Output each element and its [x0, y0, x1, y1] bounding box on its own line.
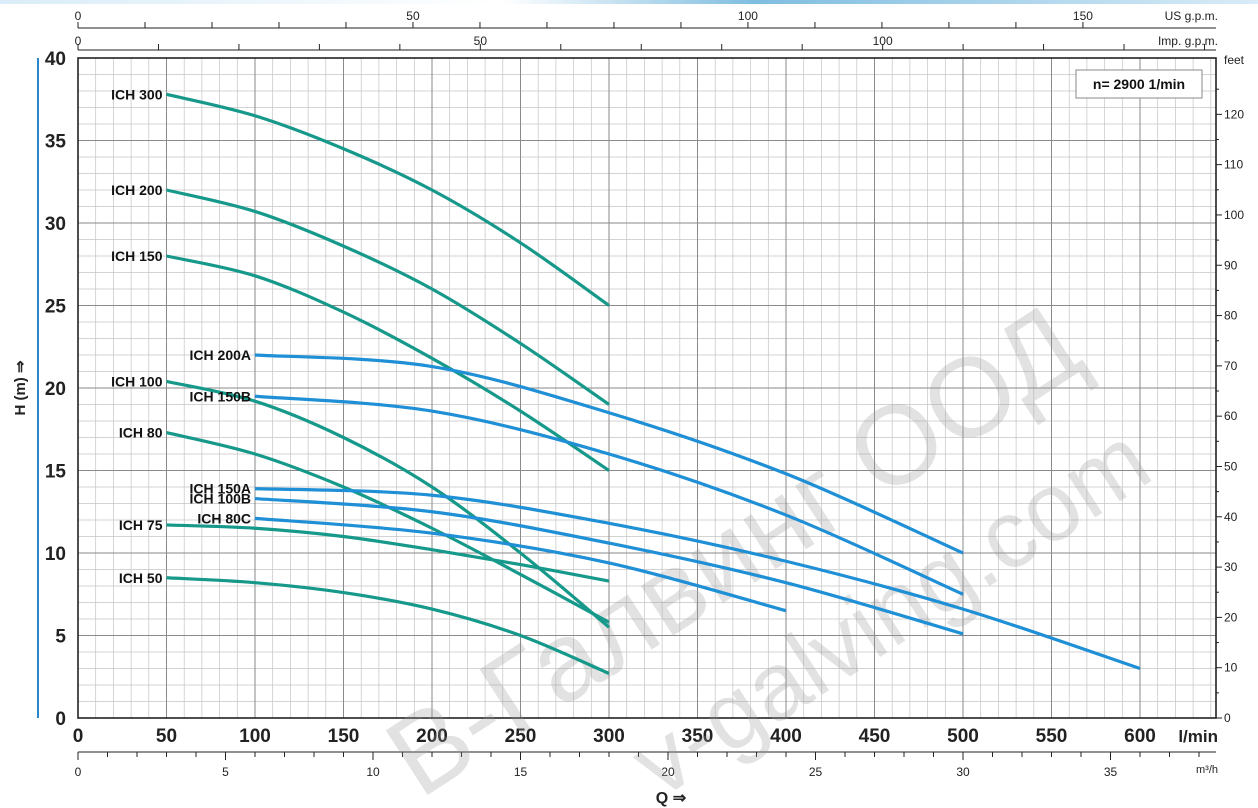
curve-ich-300 [166, 92, 610, 307]
y2-tick-label: 100 [1224, 208, 1244, 222]
m3h-tick-label: 15 [514, 765, 528, 779]
curve-ich-75 [166, 523, 610, 583]
curve-ich-150b [254, 394, 964, 596]
curve-ich-150a [254, 487, 1141, 671]
y-tick-label: 10 [45, 544, 66, 565]
m3h-tick-label: 25 [809, 765, 823, 779]
usgpm-tick-label: 0 [75, 9, 82, 23]
y-tick-label: 40 [45, 49, 66, 70]
x-tick-label: 250 [505, 726, 537, 747]
x-unit-label: l/min [1178, 727, 1218, 746]
x-tick-label: 0 [73, 726, 84, 747]
curve-label-ich-150: ICH 150 [111, 248, 163, 264]
impgpm-unit-label: Imp. g.p.m. [1158, 34, 1218, 48]
x-tick-label: 100 [239, 726, 271, 747]
curve-ich-100 [166, 379, 611, 629]
x-tick-label: 400 [770, 726, 802, 747]
m3h-tick-label: 30 [956, 765, 970, 779]
top-decorative-strip [0, 0, 1258, 4]
curve-label-ich-200: ICH 200 [111, 182, 163, 198]
y-tick-label: 25 [45, 297, 67, 318]
usgpm-tick-label: 50 [406, 9, 420, 23]
plot-border [77, 57, 1217, 719]
y-tick-label: 30 [45, 214, 66, 235]
y2-tick-label: 70 [1224, 359, 1238, 373]
curve-label-ich-300: ICH 300 [111, 86, 163, 102]
impgpm-tick-label: 0 [75, 34, 82, 48]
curve-ich-200 [166, 188, 610, 406]
m3h-tick-label: 0 [75, 765, 82, 779]
x-tick-label: 450 [859, 726, 891, 747]
curve-label-ich-150b: ICH 150B [190, 388, 251, 404]
x-tick-label: 550 [1036, 726, 1068, 747]
y2-tick-label: 0 [1224, 711, 1231, 725]
y2-tick-label: 60 [1224, 409, 1238, 423]
m3h-unit-label: m³/h [1196, 764, 1218, 776]
x-tick-label: 600 [1124, 726, 1156, 747]
y-tick-label: 35 [45, 132, 67, 153]
y2-tick-label: 30 [1224, 560, 1238, 574]
x-tick-label: 500 [947, 726, 979, 747]
curve-ich-80c [254, 516, 787, 613]
x-tick-label: 150 [328, 726, 360, 747]
y2-unit-label: feet [1224, 53, 1245, 67]
speed-box [1075, 69, 1203, 99]
x-axis-label: Q ⇒ [656, 790, 686, 807]
curve-ich-200a [254, 353, 964, 555]
y2-tick-label: 80 [1224, 309, 1238, 323]
y-tick-label: 5 [55, 627, 66, 648]
speed-label: n= 2900 1/min [1093, 76, 1185, 92]
x-tick-label: 200 [416, 726, 448, 747]
y-axis-label: H (m) ⇒ [12, 360, 29, 415]
curve-label-ich-200a: ICH 200A [190, 347, 251, 363]
y2-tick-label: 90 [1224, 258, 1238, 272]
y-tick-label: 0 [55, 709, 66, 730]
m3h-tick-label: 10 [366, 765, 380, 779]
x-tick-label: 300 [593, 726, 625, 747]
curve-labels: ICH 300 ICH 200 ICH 150 ICH 100 ICH 80 ICH 75… [111, 86, 251, 585]
y-tick-label: 20 [45, 379, 66, 400]
usgpm-tick-label: 100 [738, 9, 758, 23]
left-accent-bar [37, 58, 39, 718]
usgpm-unit-label: US g.p.m. [1165, 9, 1218, 23]
m3h-tick-label: 5 [222, 765, 229, 779]
curve-label-ich-100: ICH 100 [111, 373, 163, 389]
curve-ich-150 [166, 254, 610, 472]
curve-label-ich-75: ICH 75 [119, 517, 163, 533]
plot-frame [77, 57, 1217, 719]
y2-tick-label: 40 [1224, 510, 1238, 524]
curve-label-ich-80c: ICH 80C [197, 510, 251, 526]
curve-label-ich-50: ICH 50 [119, 570, 163, 586]
curve-label-ich-80: ICH 80 [119, 425, 163, 441]
y2-tick-label: 120 [1224, 107, 1244, 121]
impgpm-tick-label: 50 [474, 34, 488, 48]
x-tick-label: 350 [682, 726, 714, 747]
curve-ich-50 [166, 576, 610, 675]
x-tick-label: 50 [156, 726, 177, 747]
y2-tick-label: 50 [1224, 459, 1238, 473]
curve-label-ich-100b: ICH 100B [190, 491, 251, 507]
m3h-tick-label: 35 [1104, 765, 1118, 779]
curves [166, 92, 1141, 675]
y2-tick-label: 10 [1224, 661, 1238, 675]
y2-tick-label: 20 [1224, 610, 1238, 624]
impgpm-tick-label: 100 [873, 34, 893, 48]
y2-tick-label: 110 [1224, 158, 1243, 172]
curve-label-ich-150a: ICH 150A [190, 481, 251, 497]
curve-ich-100b [254, 496, 964, 636]
m3h-tick-label: 20 [661, 765, 675, 779]
y-tick-label: 15 [45, 462, 67, 483]
usgpm-tick-label: 150 [1073, 9, 1093, 23]
